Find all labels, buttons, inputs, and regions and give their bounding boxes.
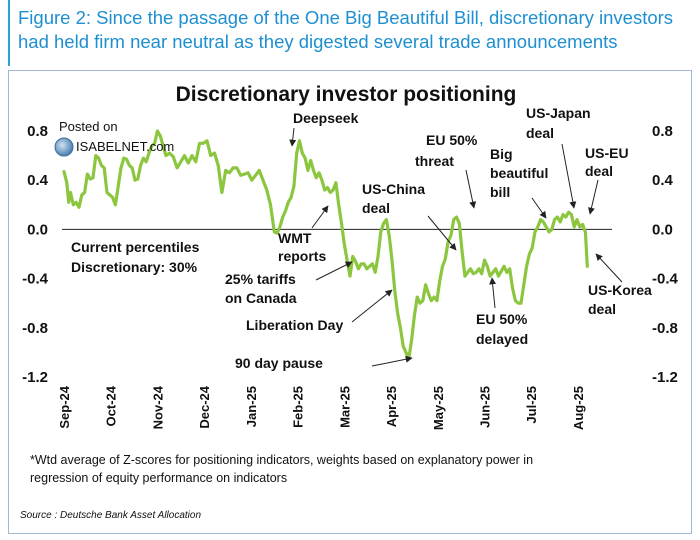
- positioning-line: [62, 129, 589, 361]
- chart-title: Discretionary investor positioning: [176, 83, 517, 106]
- arrow-deepseek: [289, 127, 297, 147]
- annotation-bbb-line1: Big: [490, 146, 513, 162]
- arrow-eu-threat: [465, 169, 477, 209]
- arrow-us-korea: [595, 253, 623, 283]
- x-tick-label: Jun-25: [478, 386, 493, 428]
- y-tick-right: 0.4: [652, 172, 674, 189]
- y-tick-left: -1.2: [22, 369, 48, 386]
- x-tick-label: May-25: [431, 386, 446, 430]
- isabelnet-watermark: Posted on ISABELNET.com: [54, 119, 174, 157]
- y-axis-left: 0.8 0.4 0.0 -0.4 -0.8 -1.2: [22, 123, 49, 386]
- y-tick-left: 0.8: [27, 123, 48, 140]
- annotation-canada-line2: on Canada: [225, 290, 297, 306]
- y-tick-left: 0.4: [27, 172, 49, 189]
- x-tick-label: Feb-25: [291, 386, 306, 428]
- chart-frame: [8, 70, 692, 534]
- annotation-deepseek: Deepseek: [293, 110, 359, 126]
- arrow-canada: [315, 261, 353, 281]
- annotation-eu-delayed-line2: delayed: [476, 331, 528, 347]
- x-tick-label: Jul-25: [524, 386, 539, 424]
- arrow-90-day-pause: [371, 355, 413, 367]
- annotation-eu-delayed-line1: EU 50%: [476, 311, 528, 327]
- footnote-line-2: regression of equity performance on indi…: [30, 471, 287, 485]
- legend-value: Discretionary: 30%: [71, 259, 198, 275]
- globe-icon: [54, 137, 74, 157]
- y-tick-right: 0.8: [652, 123, 673, 140]
- y-tick-right: -0.8: [652, 320, 678, 337]
- annotation-us-china-line1: US-China: [362, 181, 425, 197]
- arrow-us-china: [427, 215, 457, 251]
- annotation-us-eu-line2: deal: [585, 163, 613, 179]
- footnote-line-1: *Wtd average of Z-scores for positioning…: [30, 453, 533, 467]
- watermark-line-1: Posted on: [59, 119, 118, 134]
- figure-title-line-2: had held firm near neutral as they diges…: [18, 31, 618, 52]
- annotation-bbb-line2: beautiful: [490, 165, 548, 181]
- x-tick-label: Aug-25: [571, 386, 586, 430]
- annotation-90-day-pause: 90 day pause: [235, 355, 323, 371]
- y-tick-left: 0.0: [27, 221, 48, 238]
- y-tick-left: -0.4: [22, 271, 49, 288]
- x-axis: Sep-24 Oct-24 Nov-24 Dec-24 Jan-25 Feb-25 Mar-…: [57, 385, 586, 430]
- annotation-canada-line1: 25% tariffs: [225, 271, 296, 287]
- x-tick-label: Mar-25: [337, 386, 352, 428]
- annotation-us-korea-line1: US-Korea: [588, 282, 652, 298]
- annotation-us-japan-line1: US-Japan: [526, 105, 591, 121]
- arrow-bbb: [531, 197, 547, 219]
- y-axis-right: 0.8 0.4 0.0 -0.4 -0.8 -1.2: [652, 123, 679, 386]
- y-tick-left: -0.8: [22, 320, 48, 337]
- x-tick-label: Nov-24: [150, 385, 165, 429]
- annotation-liberation-day: Liberation Day: [246, 317, 343, 333]
- figure-title-line-1: Figure 2: Since the passage of the One B…: [18, 7, 674, 28]
- annotation-eu-threat-line2: threat: [415, 153, 454, 169]
- arrow-liberation-day: [351, 289, 393, 323]
- annotation-eu-threat-line1: EU 50%: [426, 132, 478, 148]
- annotation-wmt-line1: WMT: [278, 230, 312, 246]
- legend-title: Current percentiles: [71, 239, 200, 255]
- annotation-wmt-line2: reports: [278, 248, 326, 264]
- arrow-eu-delayed: [489, 277, 497, 309]
- annotation-us-japan-line2: deal: [526, 125, 554, 141]
- x-tick-label: Sep-24: [57, 385, 72, 428]
- x-tick-label: Dec-24: [197, 385, 212, 428]
- annotation-us-china-line2: deal: [362, 200, 390, 216]
- annotation-us-eu-line1: US-EU: [585, 145, 629, 161]
- annotation-bbb-line3: bill: [490, 184, 510, 200]
- figure-header: Figure 2: Since the passage of the One B…: [8, 0, 692, 66]
- annotation-us-korea-line2: deal: [588, 301, 616, 317]
- y-tick-right: -0.4: [652, 271, 679, 288]
- arrow-us-eu: [588, 179, 599, 215]
- x-tick-label: Oct-24: [104, 385, 119, 426]
- arrow-us-japan: [561, 143, 577, 209]
- x-tick-label: Jan-25: [244, 386, 259, 427]
- watermark-line-2: ISABELNET.com: [76, 139, 174, 154]
- arrow-wmt: [311, 205, 329, 229]
- x-tick-label: Apr-25: [384, 386, 399, 427]
- source-note: Source : Deutsche Bank Asset Allocation: [20, 510, 201, 521]
- y-tick-right: -1.2: [652, 369, 678, 386]
- y-tick-right: 0.0: [652, 221, 673, 238]
